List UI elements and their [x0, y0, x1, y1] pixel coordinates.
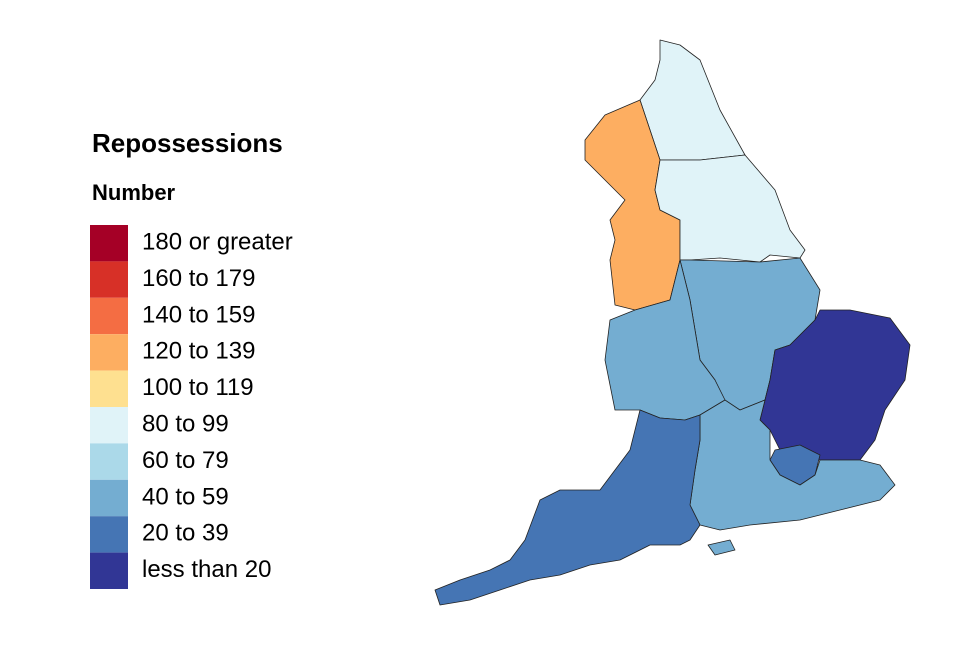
region: [434, 409, 701, 606]
legend-label: less than 20: [142, 556, 271, 583]
legend-label: 60 to 79: [142, 447, 229, 474]
england-map: [434, 39, 911, 606]
legend: 180 or greater 160 to 179 140 to 159 120 to…: [90, 225, 293, 589]
legend-subtitle: Number: [92, 180, 176, 205]
legend-label: 40 to 59: [142, 483, 229, 510]
legend-swatch: [90, 516, 128, 553]
legend-label: 20 to 39: [142, 520, 229, 547]
legend-label: 160 to 179: [142, 265, 255, 292]
legend-swatch: [90, 552, 128, 589]
legend-swatch: [90, 225, 128, 262]
legend-swatch: [90, 370, 128, 407]
legend-swatch: [90, 407, 128, 444]
legend-label: 120 to 139: [142, 338, 255, 365]
legend-label: 180 or greater: [142, 229, 293, 256]
legend-label: 80 to 99: [142, 411, 229, 438]
legend-swatch: [90, 297, 128, 335]
region: [654, 154, 806, 263]
legend-title: Repossessions: [92, 128, 283, 158]
legend-label: 140 to 159: [142, 301, 255, 328]
legend-label: 100 to 119: [142, 374, 254, 401]
legend-swatch: [90, 443, 128, 480]
region: [707, 539, 736, 556]
legend-swatch: [90, 479, 128, 517]
legend-swatch: [90, 261, 128, 298]
legend-swatch: [90, 334, 128, 371]
